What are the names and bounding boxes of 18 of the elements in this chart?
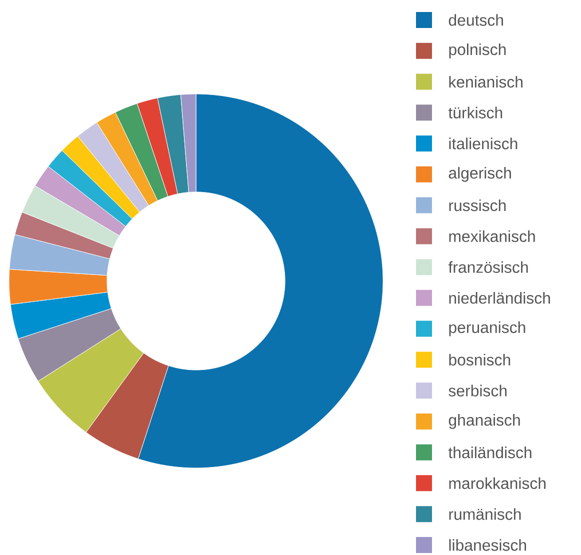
- legend-label: kenianisch: [449, 76, 522, 88]
- legend-label: deutsch: [448, 14, 503, 26]
- legend-label: ghanaisch: [448, 414, 520, 429]
- legend-label: italienisch: [449, 138, 518, 150]
- legend-label: serbisch: [448, 384, 507, 396]
- legend-label: thailändisch: [448, 446, 532, 458]
- legend-label: mexikanisch: [449, 230, 535, 242]
- legend-label: polnisch: [449, 43, 506, 58]
- legend-label: peruanisch: [449, 321, 526, 336]
- legend-label: marokkanisch: [449, 477, 546, 490]
- legend-label: rumänisch: [449, 508, 521, 520]
- legend-label: libanesisch: [449, 539, 526, 551]
- legend-label: bosnisch: [449, 354, 510, 366]
- legend-label: niederländisch: [449, 292, 550, 304]
- legend-label: russisch: [449, 199, 506, 212]
- legend-label: türkisch: [448, 106, 502, 118]
- legend-label: französisch: [448, 261, 528, 273]
- legend-label: algerisch: [448, 166, 511, 182]
